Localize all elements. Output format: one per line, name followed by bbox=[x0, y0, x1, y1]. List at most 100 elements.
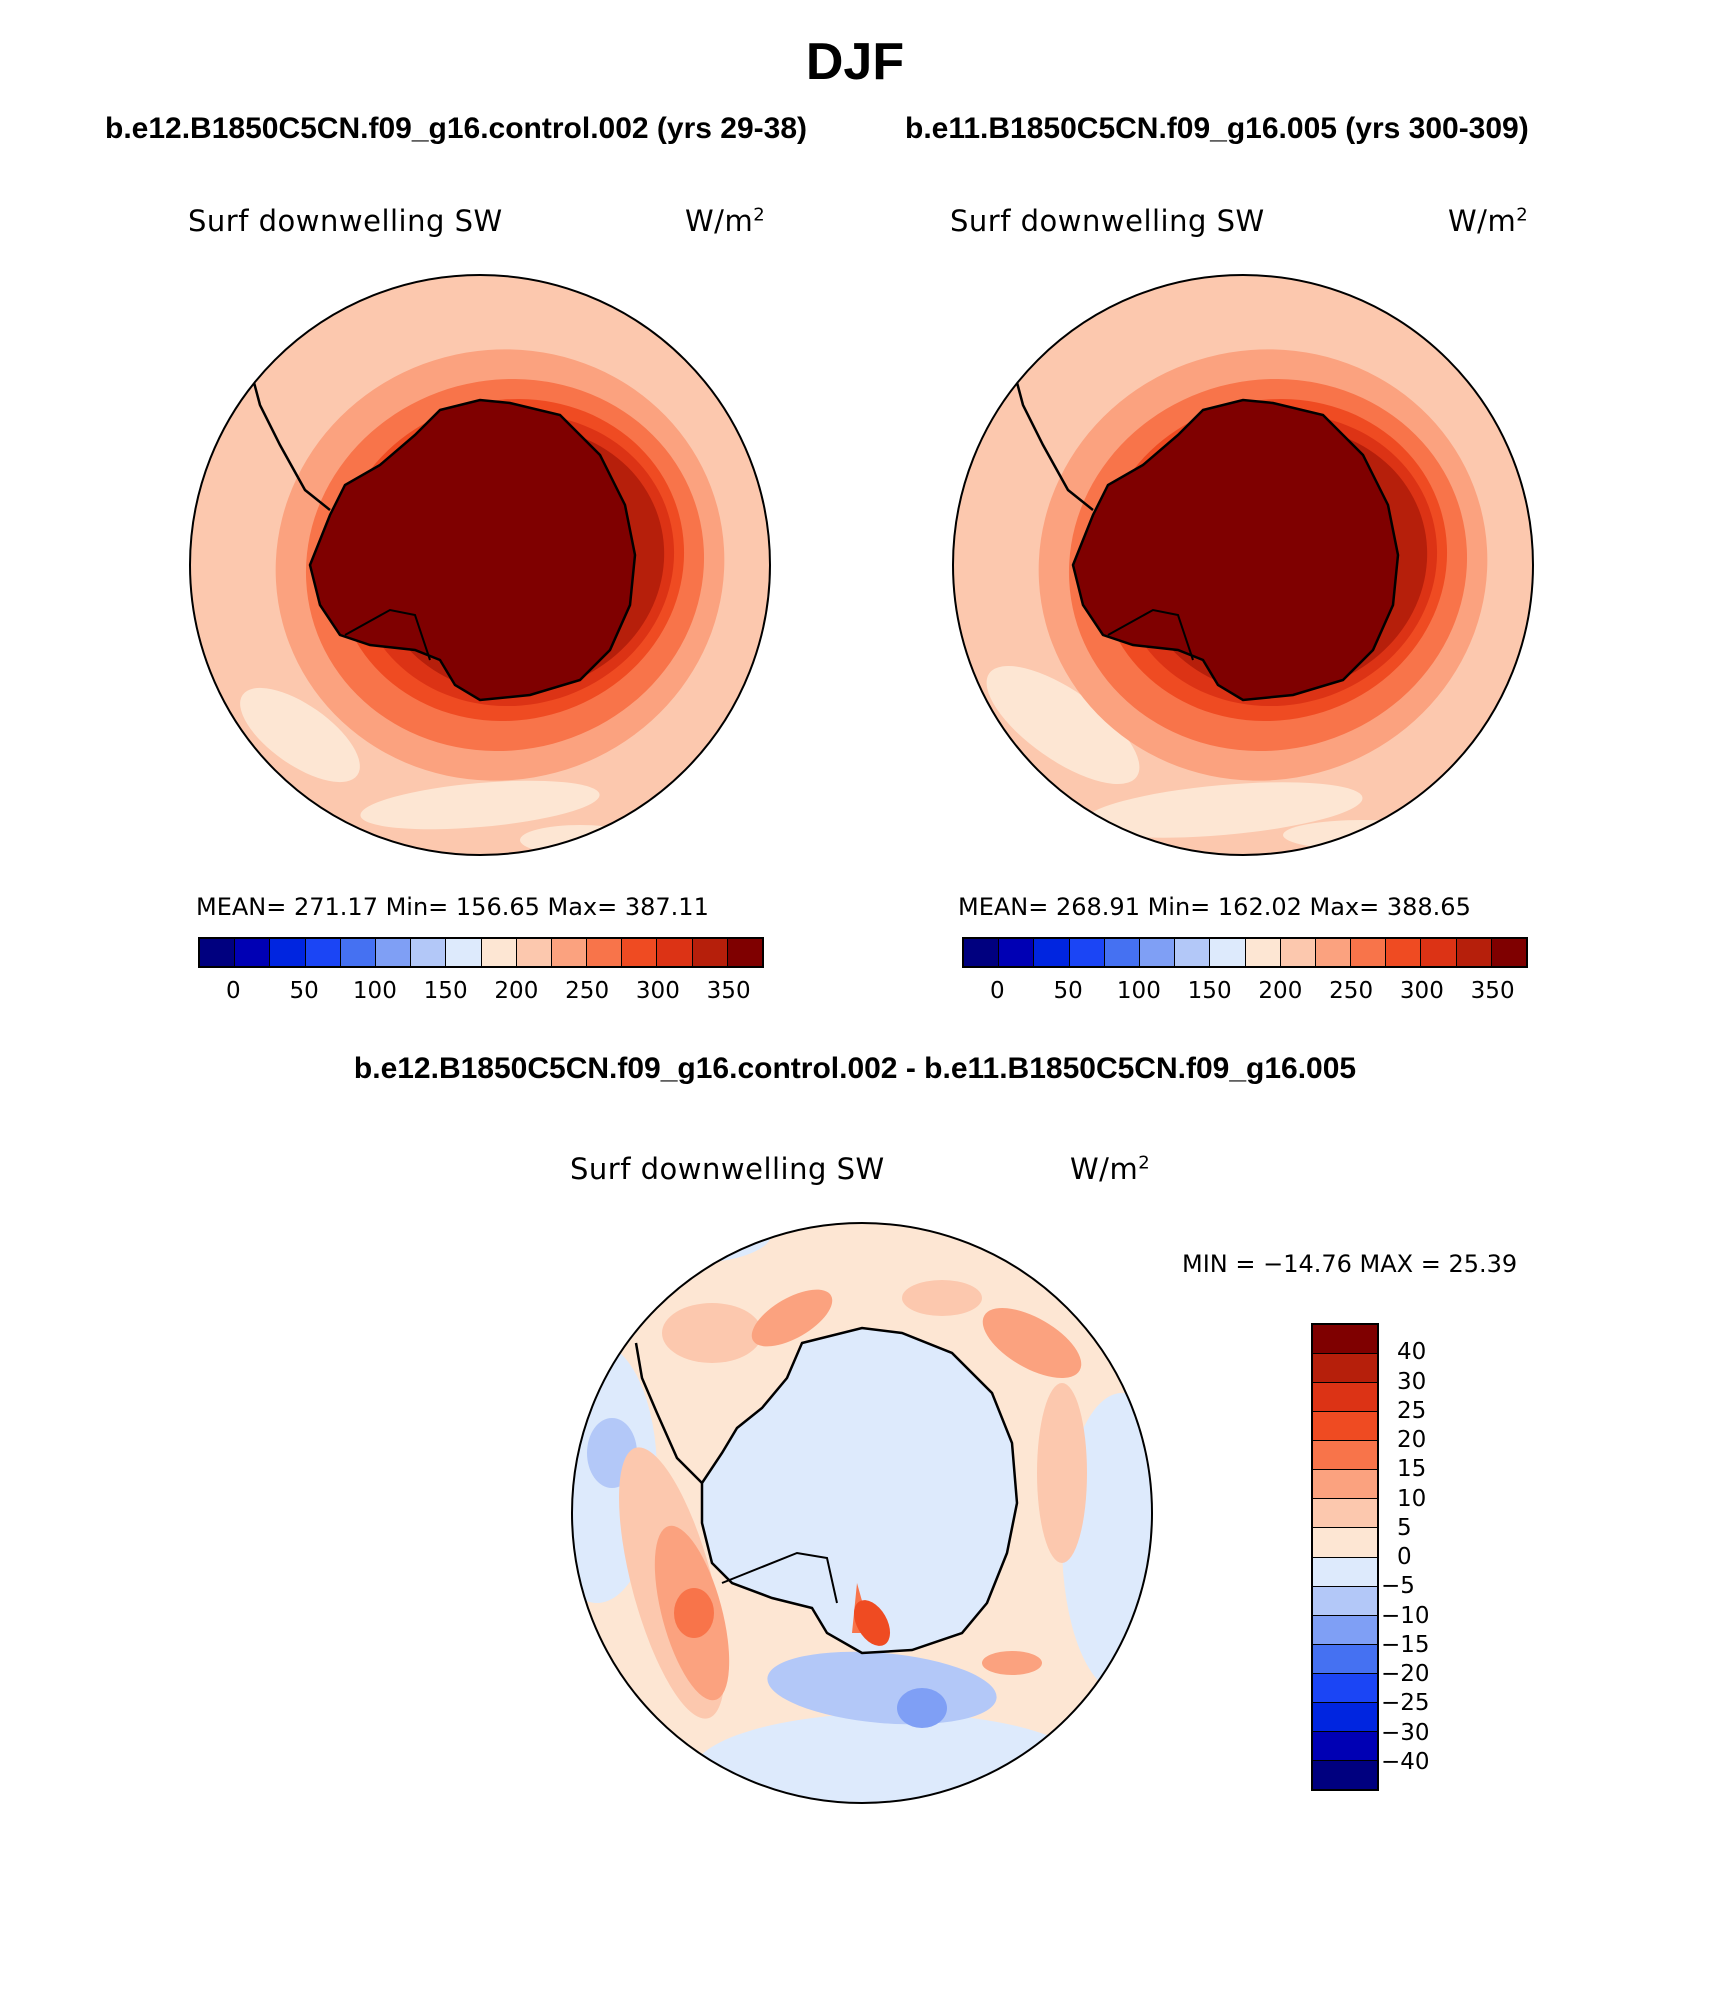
panel-1-colorbar-tick-label: 250 bbox=[565, 978, 610, 1004]
panel-1-colorbar-tick-label: 50 bbox=[289, 978, 319, 1004]
panel-1-colorbar-box bbox=[305, 939, 341, 966]
panel-1-colorbar-box bbox=[375, 939, 412, 966]
diff-colorbar-box bbox=[1313, 1644, 1377, 1674]
difference-title: b.e12.B1850C5CN.f09_g16.control.002 - b.… bbox=[353, 1052, 1357, 1085]
diff-colorbar-tick-label: 15 bbox=[1397, 1456, 1427, 1483]
panel-2-colorbar-tick-label: 150 bbox=[1187, 978, 1232, 1004]
diff-colorbar-box bbox=[1313, 1615, 1377, 1645]
panel-2-stats: MEAN= 268.91 Min= 162.02 Max= 388.65 bbox=[958, 893, 1471, 921]
panel-2-colorbar-tick-label: 50 bbox=[1053, 978, 1083, 1004]
diff-colorbar-box bbox=[1313, 1354, 1377, 1384]
diff-colorbar-tick-label: −15 bbox=[1381, 1631, 1430, 1658]
panel-1-colorbar-tick-label: 0 bbox=[226, 978, 241, 1004]
panel-1-colorbar-tick-label: 300 bbox=[635, 978, 680, 1004]
diff-colorbar-tick-label: 0 bbox=[1397, 1544, 1412, 1570]
panel-1-colorbar-box bbox=[622, 939, 658, 966]
diff-colorbar-box bbox=[1313, 1702, 1377, 1732]
diff-colorbar-box bbox=[1313, 1760, 1377, 1789]
panel-1-colorbar-box bbox=[727, 939, 762, 966]
panel-2-units-label: W/m2 bbox=[1448, 204, 1529, 238]
diff-colorbar-tick-label: 25 bbox=[1397, 1397, 1427, 1424]
diff-colorbar-tick-label: 10 bbox=[1397, 1485, 1427, 1512]
panel-1-case-title: b.e12.B1850C5CN.f09_g16.control.002 (yrs… bbox=[105, 112, 808, 145]
diff-colorbar-tick-label: −25 bbox=[1381, 1690, 1430, 1717]
diff-colorbar-tick-label: 5 bbox=[1397, 1514, 1412, 1541]
panel-2-colorbar-box bbox=[999, 939, 1035, 966]
panel-2-colorbar-box bbox=[1280, 939, 1316, 966]
figure-title: DJF bbox=[805, 33, 905, 91]
panel-2-colorbar-box bbox=[1315, 939, 1352, 966]
diff-colorbar-box bbox=[1313, 1557, 1377, 1587]
panel-1-colorbar-box bbox=[551, 939, 588, 966]
diff-colorbar-tick-label: −10 bbox=[1381, 1602, 1430, 1629]
panel-2-colorbar bbox=[962, 937, 1528, 968]
diff-colorbar-tick-label: −30 bbox=[1381, 1719, 1430, 1746]
panel-1-units-label: W/m2 bbox=[685, 204, 766, 238]
diff-colorbar-box bbox=[1313, 1673, 1377, 1703]
panel-2-polar-map bbox=[952, 274, 1534, 856]
diff-colorbar-box bbox=[1313, 1441, 1377, 1471]
panel-1-colorbar-box bbox=[516, 939, 552, 966]
diff-colorbar-box bbox=[1313, 1412, 1377, 1442]
diff-units-label: W/m2 bbox=[1070, 1152, 1151, 1186]
panel-2-colorbar-box bbox=[1175, 939, 1211, 966]
diff-colorbar-tick-label: −5 bbox=[1381, 1573, 1415, 1600]
panel-2-colorbar-box bbox=[1421, 939, 1457, 966]
panel-1-colorbar-box bbox=[235, 939, 271, 966]
panel-2-colorbar-box bbox=[1069, 939, 1105, 966]
panel-2-colorbar-box bbox=[1386, 939, 1422, 966]
panel-1-colorbar-box bbox=[587, 939, 623, 966]
panel-2-case-title: b.e11.B1850C5CN.f09_g16.005 (yrs 300-309… bbox=[905, 112, 1529, 145]
diff-colorbar-box bbox=[1313, 1383, 1377, 1413]
diff-colorbar-box bbox=[1313, 1528, 1377, 1558]
diff-colorbar bbox=[1311, 1323, 1379, 1791]
panel-2-colorbar-box bbox=[1491, 939, 1526, 966]
panel-2-colorbar-tick-label: 350 bbox=[1470, 978, 1515, 1004]
panel-1-colorbar-box bbox=[692, 939, 728, 966]
panel-1-colorbar-box bbox=[481, 939, 517, 966]
panel-1-colorbar-tick-label: 200 bbox=[494, 978, 539, 1004]
panel-1-colorbar-box bbox=[657, 939, 693, 966]
diff-colorbar-tick-label: 30 bbox=[1397, 1368, 1427, 1395]
diff-minmax: MIN = −14.76 MAX = 25.39 bbox=[1182, 1250, 1518, 1278]
panel-2-colorbar-box bbox=[964, 939, 1000, 966]
panel-2-colorbar-tick-label: 0 bbox=[990, 978, 1005, 1004]
diff-colorbar-box bbox=[1313, 1499, 1377, 1529]
panel-1-colorbar-tick-label: 100 bbox=[352, 978, 397, 1004]
panel-2-colorbar-box bbox=[1139, 939, 1176, 966]
panel-1-colorbar-box bbox=[340, 939, 376, 966]
panel-1-colorbar bbox=[198, 937, 764, 968]
diff-colorbar-tick-label: 40 bbox=[1397, 1339, 1427, 1366]
panel-1-colorbar-ticks: 0 50 100 150 200 250 300 350 bbox=[198, 978, 764, 1008]
diff-colorbar-box bbox=[1313, 1731, 1377, 1761]
diff-colorbar-tick-label: −40 bbox=[1381, 1748, 1430, 1775]
panel-1-variable-label: Surf downwelling SW bbox=[188, 204, 503, 238]
panel-1-colorbar-box bbox=[446, 939, 482, 966]
diff-variable-label: Surf downwelling SW bbox=[570, 1152, 885, 1186]
diff-colorbar-box bbox=[1313, 1470, 1377, 1500]
panel-2-colorbar-box bbox=[1104, 939, 1140, 966]
panel-1-polar-map bbox=[189, 274, 771, 856]
panel-2-colorbar-box bbox=[1456, 939, 1492, 966]
diff-colorbar-box bbox=[1313, 1325, 1377, 1355]
panel-2-variable-label: Surf downwelling SW bbox=[950, 204, 1265, 238]
panel-1-colorbar-tick-label: 150 bbox=[423, 978, 468, 1004]
panel-2-colorbar-box bbox=[1034, 939, 1070, 966]
panel-2-colorbar-ticks: 0 50 100 150 200 250 300 350 bbox=[962, 978, 1528, 1008]
panel-1-colorbar-tick-label: 350 bbox=[706, 978, 751, 1004]
panel-1-colorbar-box bbox=[200, 939, 236, 966]
panel-2-colorbar-tick-label: 300 bbox=[1399, 978, 1444, 1004]
diff-colorbar-box bbox=[1313, 1586, 1377, 1616]
panel-1-colorbar-box bbox=[411, 939, 447, 966]
diff-colorbar-tick-label: −20 bbox=[1381, 1661, 1430, 1687]
panel-2-colorbar-tick-label: 200 bbox=[1258, 978, 1303, 1004]
panel-2-colorbar-box bbox=[1351, 939, 1387, 966]
panel-1-stats: MEAN= 271.17 Min= 156.65 Max= 387.11 bbox=[196, 893, 709, 921]
panel-2-colorbar-tick-label: 250 bbox=[1329, 978, 1374, 1004]
panel-2-colorbar-box bbox=[1210, 939, 1246, 966]
difference-polar-map bbox=[571, 1222, 1153, 1804]
panel-1-colorbar-box bbox=[270, 939, 306, 966]
panel-2-colorbar-box bbox=[1245, 939, 1281, 966]
panel-2-colorbar-tick-label: 100 bbox=[1116, 978, 1161, 1004]
diff-colorbar-tick-label: 20 bbox=[1397, 1427, 1427, 1453]
